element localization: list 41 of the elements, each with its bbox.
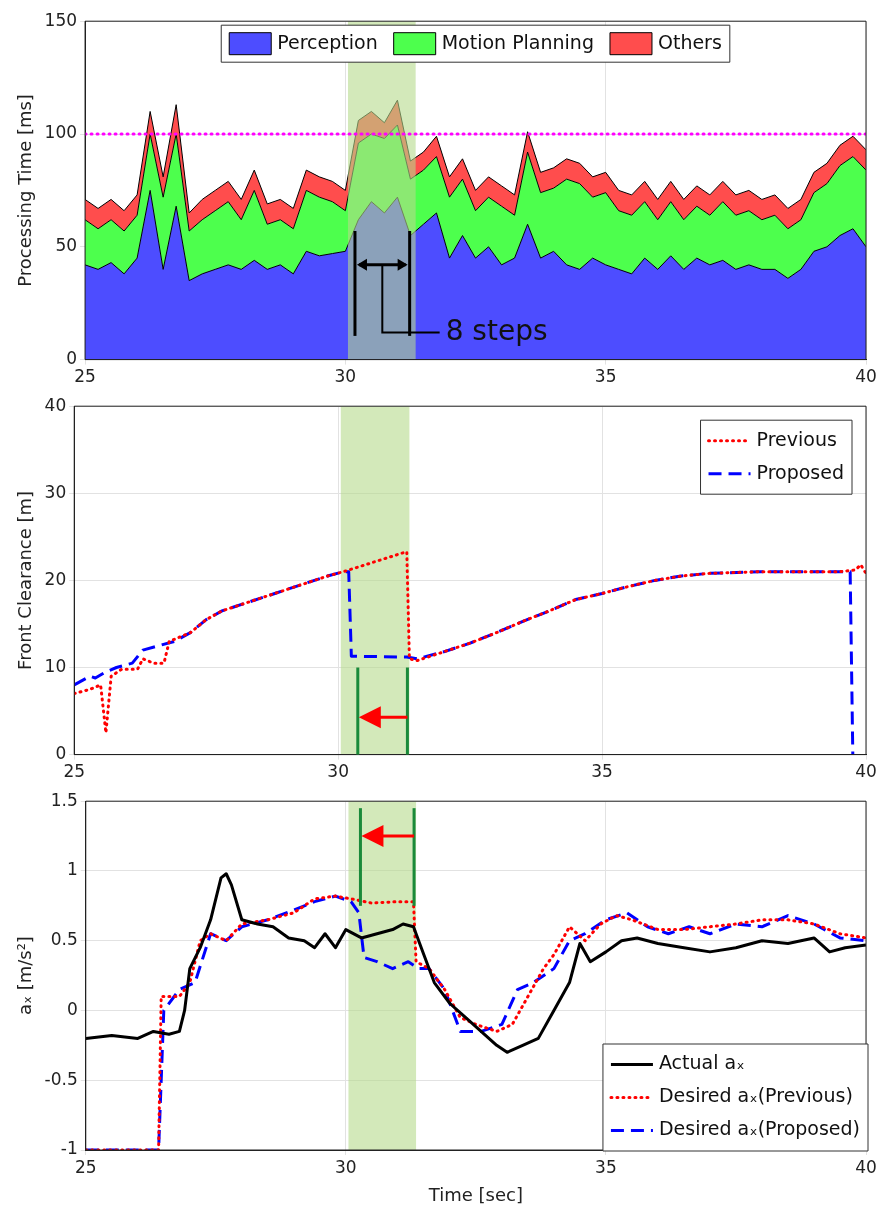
x-tick-label: 30 bbox=[335, 1156, 357, 1177]
y-axis-title: Front Clearance [m] bbox=[14, 490, 36, 670]
legend-label: Others bbox=[657, 30, 722, 53]
y-axis-title: aₓ [m/s²] bbox=[14, 936, 36, 1016]
y-axis-title: Processing Time [ms] bbox=[14, 94, 36, 287]
legend-label: Perception bbox=[277, 30, 378, 53]
y-tick-label: 20 bbox=[44, 568, 67, 589]
annotation: 8 steps bbox=[445, 313, 548, 347]
y-tick-label: -0.5 bbox=[44, 1068, 78, 1089]
x-tick-label: 35 bbox=[595, 1156, 617, 1177]
legend-label: Motion Planning bbox=[441, 30, 594, 53]
y-tick-label: 1.5 bbox=[50, 789, 78, 810]
x-tick-label: 30 bbox=[334, 366, 357, 387]
legend-label: Desired aₓ(Previous) bbox=[658, 1084, 853, 1107]
x-tick-label: 25 bbox=[63, 761, 86, 782]
x-tick-label: 25 bbox=[74, 1156, 97, 1177]
y-tick-label: 0.5 bbox=[50, 929, 78, 950]
legend-label: Actual aₓ bbox=[658, 1051, 745, 1074]
y-tick-label: 0 bbox=[55, 743, 67, 764]
y-tick-label: 0 bbox=[66, 348, 78, 369]
x-tick-label: 35 bbox=[594, 366, 617, 387]
x-tick-label: 40 bbox=[855, 761, 877, 782]
legend-label: Desired aₓ(Proposed) bbox=[658, 1117, 860, 1140]
y-tick-label: 10 bbox=[44, 655, 67, 676]
legend-label: Proposed bbox=[756, 460, 845, 483]
y-tick-label: -1 bbox=[60, 1138, 78, 1159]
x-tick-label: 30 bbox=[327, 761, 349, 782]
y-tick-label: 150 bbox=[44, 9, 78, 30]
line-series bbox=[74, 570, 855, 755]
y-tick-label: 1 bbox=[66, 859, 78, 880]
x-tick-label: 25 bbox=[74, 366, 96, 387]
y-tick-label: 50 bbox=[55, 235, 78, 256]
y-tick-label: 40 bbox=[44, 394, 67, 415]
y-tick-label: 30 bbox=[44, 481, 67, 502]
y-tick-label: 100 bbox=[44, 122, 78, 143]
y-tick-label: 0 bbox=[66, 998, 78, 1019]
legend-label: Previous bbox=[756, 427, 837, 450]
x-tick-label: 40 bbox=[855, 366, 877, 387]
x-tick-label: 40 bbox=[855, 1156, 877, 1177]
x-axis-title: Time [sec] bbox=[427, 1183, 523, 1205]
x-tick-label: 35 bbox=[591, 761, 613, 782]
